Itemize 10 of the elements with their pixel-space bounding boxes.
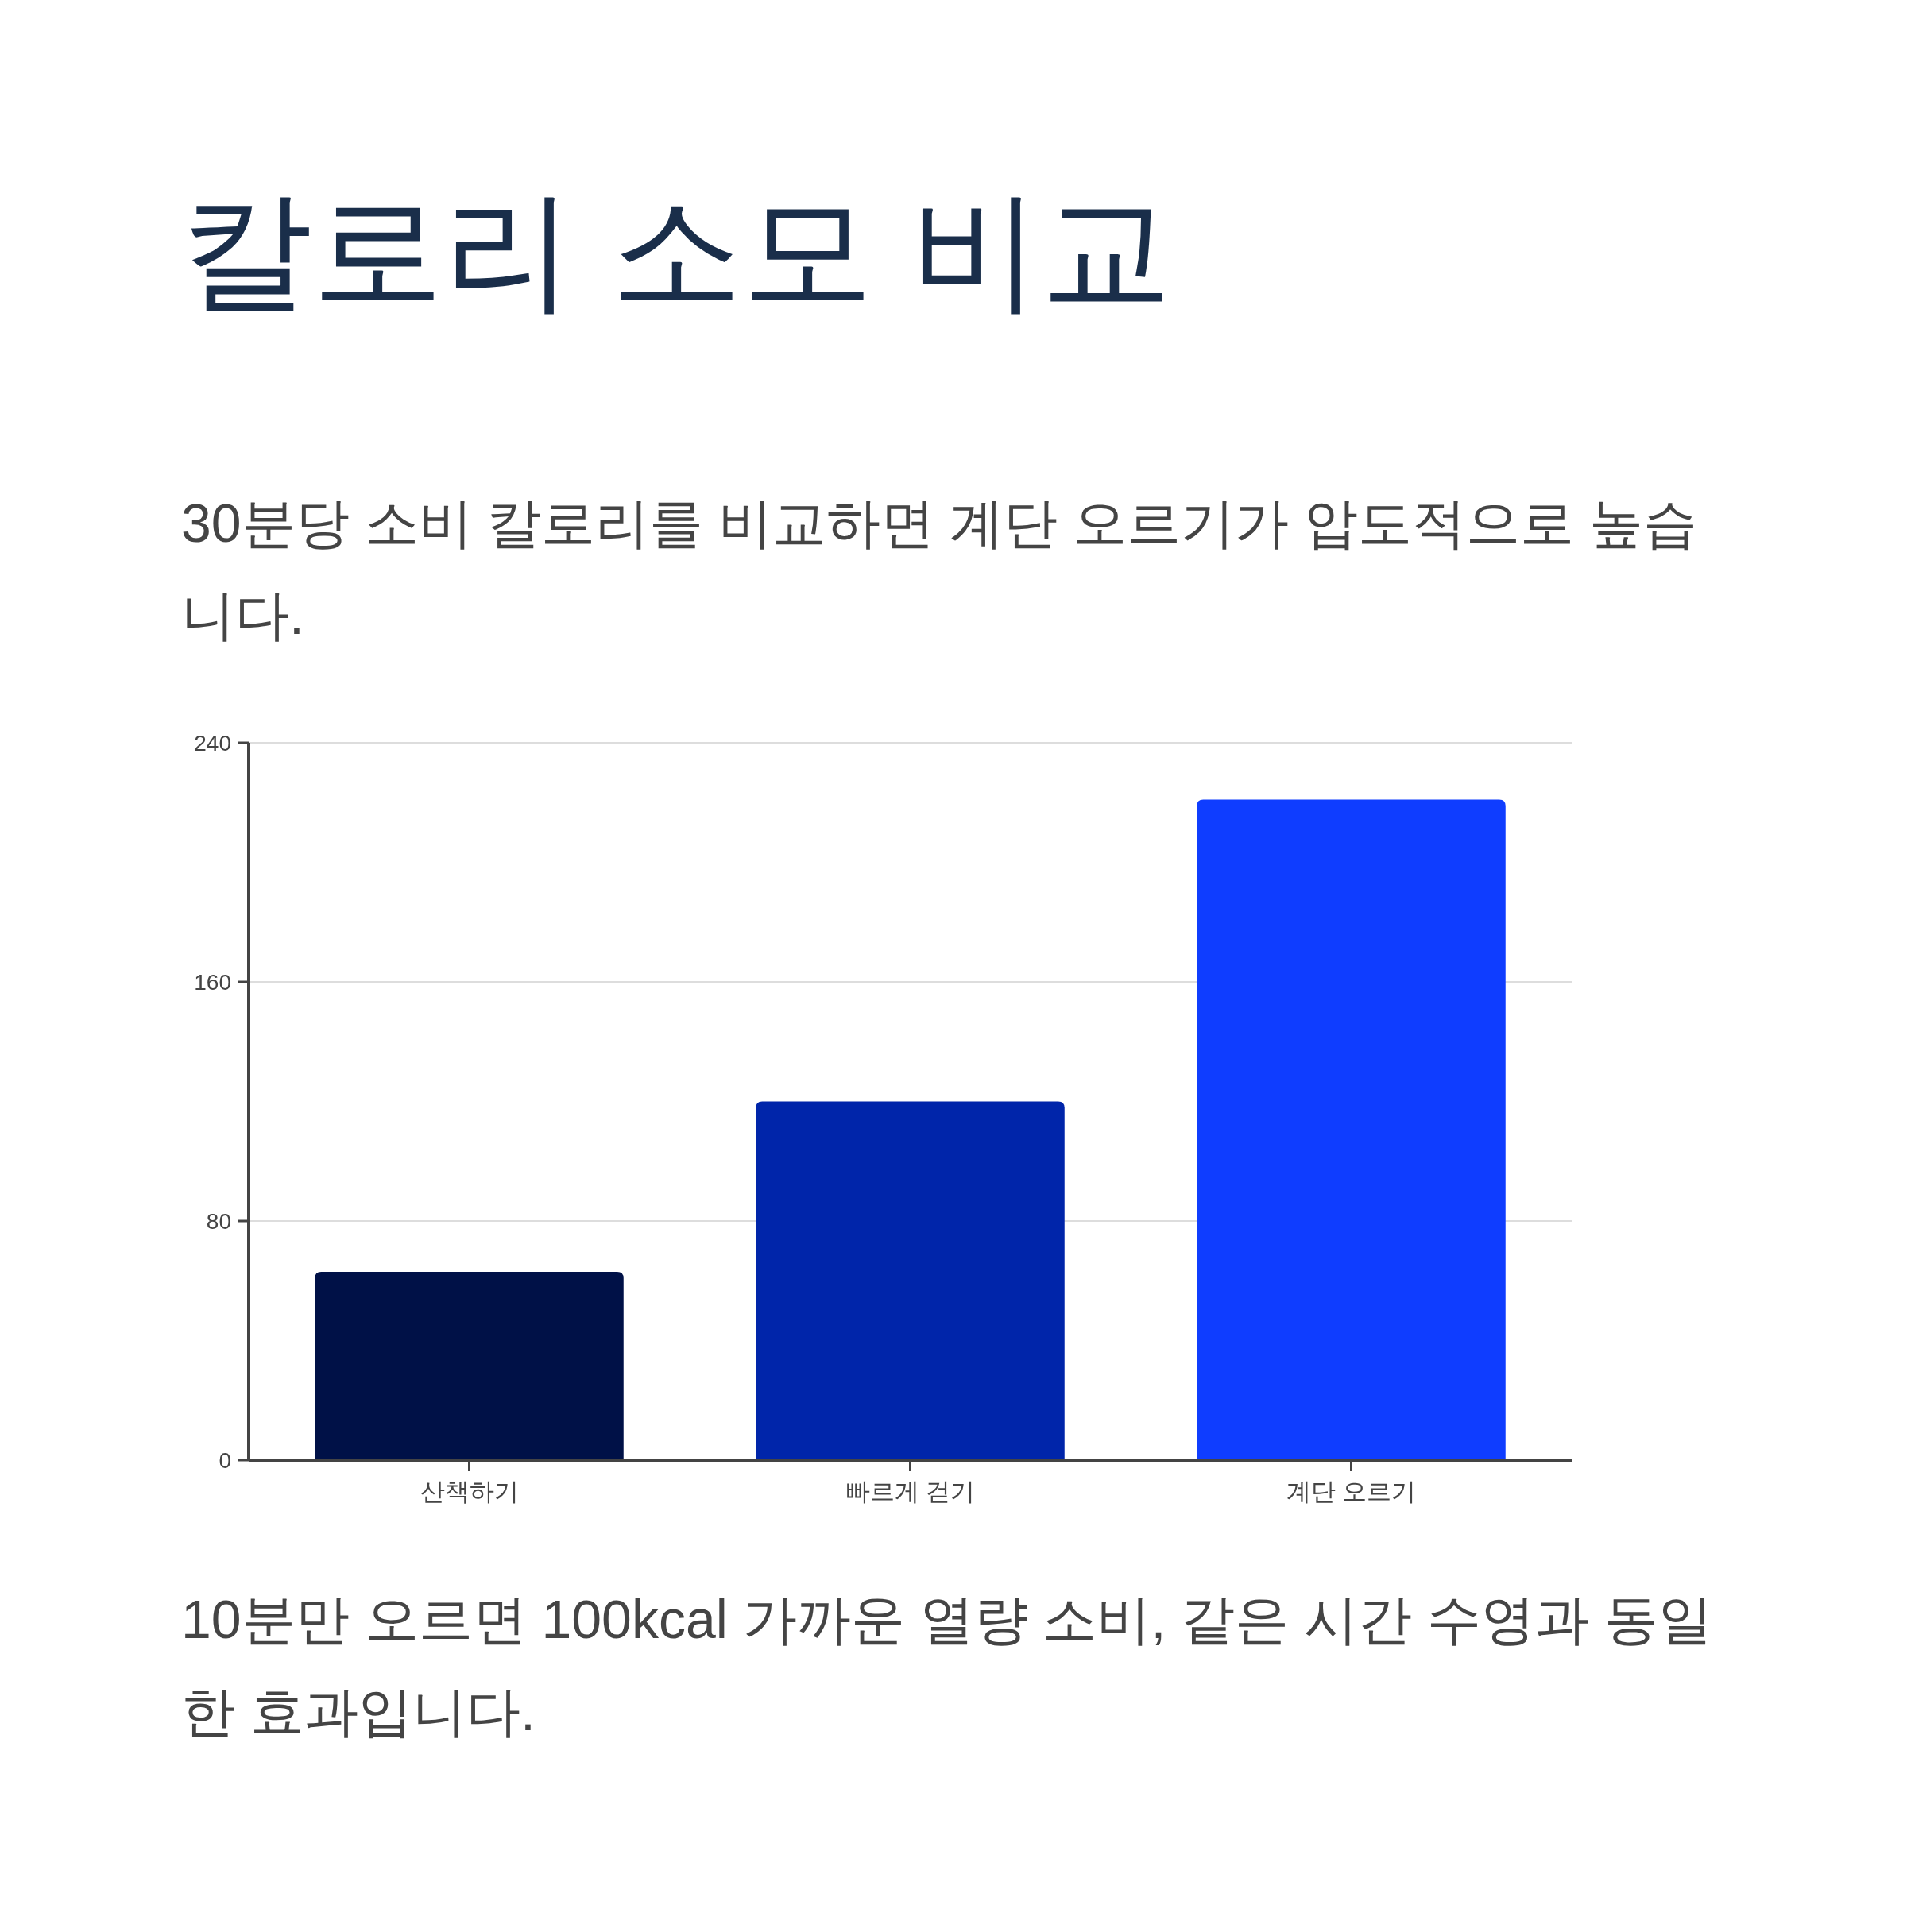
- annotation: 10분만 오르면 100kcal 가까운 열량 소비, 같은 시간 수영과 동일한 효과입니다.: [181, 1588, 1713, 1743]
- xtick: 계단 오르기: [1286, 1478, 1417, 1505]
- ytick: 160: [194, 970, 231, 995]
- ytick: 0: [219, 1448, 231, 1473]
- xtick: 빠르게 걷기: [845, 1478, 976, 1505]
- subtitle: 30분당 소비 칼로리를 비교하면 계단 오르기가 압도적으로 높습니다.: [181, 492, 1698, 647]
- title: 칼로리 소모 비교: [181, 179, 1172, 323]
- xtick: 산책하기: [420, 1478, 519, 1505]
- ytick: 240: [194, 731, 231, 755]
- ytick: 80: [206, 1209, 231, 1234]
